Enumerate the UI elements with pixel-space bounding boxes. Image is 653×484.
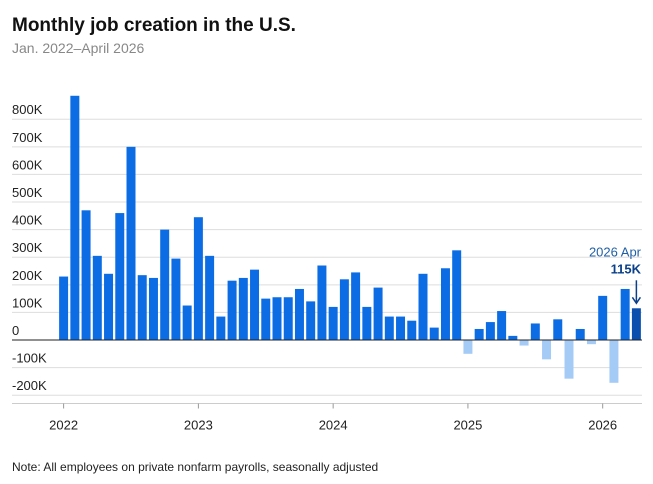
bar (418, 273, 428, 341)
bar (351, 272, 361, 341)
bar (306, 301, 316, 341)
bar (429, 327, 439, 341)
bar (620, 288, 630, 341)
bar (384, 316, 394, 341)
bar (104, 273, 114, 341)
y-tick-label: 300K (12, 240, 43, 255)
x-tick-label: 2026 (588, 418, 617, 433)
annotation: 2026 Apr (589, 244, 642, 259)
chart-title: Monthly job creation in the U.S. (12, 15, 296, 36)
y-tick-label: 0 (12, 323, 19, 338)
bar (250, 269, 260, 341)
bar (216, 316, 226, 341)
bar (148, 277, 158, 341)
bar (205, 255, 215, 341)
bar (294, 288, 304, 341)
note: Note: All employees on private nonfarm p… (12, 460, 378, 474)
y-tick-label: 800K (12, 102, 43, 117)
bar (586, 340, 596, 345)
bar (317, 265, 327, 341)
y-tick-label: 600K (12, 157, 43, 172)
y-tick-label: 500K (12, 185, 43, 200)
bar (508, 335, 518, 341)
bar (553, 319, 563, 341)
bar (598, 295, 608, 341)
x-tick-label: 2025 (453, 418, 482, 433)
bar (272, 297, 282, 341)
bar (238, 277, 248, 341)
bar (261, 298, 271, 341)
bar (564, 340, 574, 379)
bar (182, 305, 192, 341)
bar (283, 297, 293, 341)
bar (519, 340, 529, 346)
bar (362, 306, 372, 341)
y-tick-label: 400K (12, 213, 43, 228)
bar (171, 258, 181, 341)
bar (485, 322, 495, 341)
y-tick-label: -200K (12, 378, 47, 393)
bar (452, 250, 462, 341)
bar (497, 311, 507, 341)
bar (193, 217, 203, 341)
bar (70, 95, 80, 341)
value-label: 115K (611, 261, 642, 276)
bar (137, 275, 147, 341)
y-tick-label: 200K (12, 268, 43, 283)
x-tick-label: 2023 (184, 418, 213, 433)
bar (440, 268, 450, 341)
bar (160, 229, 170, 341)
bar (631, 308, 641, 341)
bar (575, 328, 585, 341)
bar (92, 255, 102, 341)
x-tick-label: 2022 (49, 418, 78, 433)
bar (530, 323, 540, 341)
arrow-head (631, 296, 642, 305)
bar (328, 306, 338, 341)
bar (339, 279, 349, 341)
bar (407, 320, 417, 341)
y-tick-label: 100K (12, 295, 43, 310)
bar (463, 340, 473, 354)
y-tick-label: -100K (12, 351, 47, 366)
bar (227, 280, 237, 341)
bar (609, 340, 619, 383)
bar (126, 146, 136, 341)
bar (373, 287, 383, 341)
bar (81, 210, 91, 341)
bar (474, 328, 484, 341)
y-tick-label: 700K (12, 130, 43, 145)
bar (396, 316, 406, 341)
bar (59, 276, 69, 341)
x-tick-label: 2024 (319, 418, 348, 433)
chart-subtitle: Jan. 2022–April 2026 (12, 40, 145, 56)
bar (542, 340, 552, 360)
bar (115, 213, 125, 341)
